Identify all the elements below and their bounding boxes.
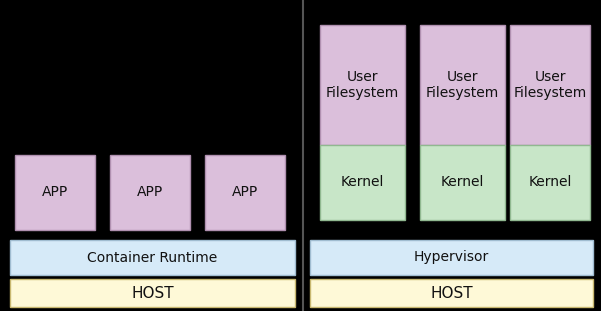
Bar <box>320 145 405 220</box>
Bar <box>15 155 95 230</box>
Text: Container Runtime: Container Runtime <box>87 250 218 264</box>
Text: Kernel: Kernel <box>528 175 572 189</box>
Text: APP: APP <box>42 185 68 199</box>
Bar <box>310 279 593 307</box>
Bar <box>310 240 593 275</box>
Bar <box>10 240 295 275</box>
Bar <box>320 25 405 145</box>
Bar <box>420 145 505 220</box>
Text: HOST: HOST <box>430 285 473 300</box>
Bar <box>110 155 190 230</box>
Text: User
Filesystem: User Filesystem <box>426 70 499 100</box>
Text: User
Filesystem: User Filesystem <box>513 70 587 100</box>
Bar <box>420 25 505 145</box>
Text: APP: APP <box>137 185 163 199</box>
Bar <box>510 25 590 145</box>
Text: Kernel: Kernel <box>441 175 484 189</box>
Bar <box>205 155 285 230</box>
Text: Hypervisor: Hypervisor <box>414 250 489 264</box>
Bar <box>510 145 590 220</box>
Text: APP: APP <box>232 185 258 199</box>
Text: Kernel: Kernel <box>341 175 384 189</box>
Bar <box>10 279 295 307</box>
Text: User
Filesystem: User Filesystem <box>326 70 399 100</box>
Text: HOST: HOST <box>131 285 174 300</box>
